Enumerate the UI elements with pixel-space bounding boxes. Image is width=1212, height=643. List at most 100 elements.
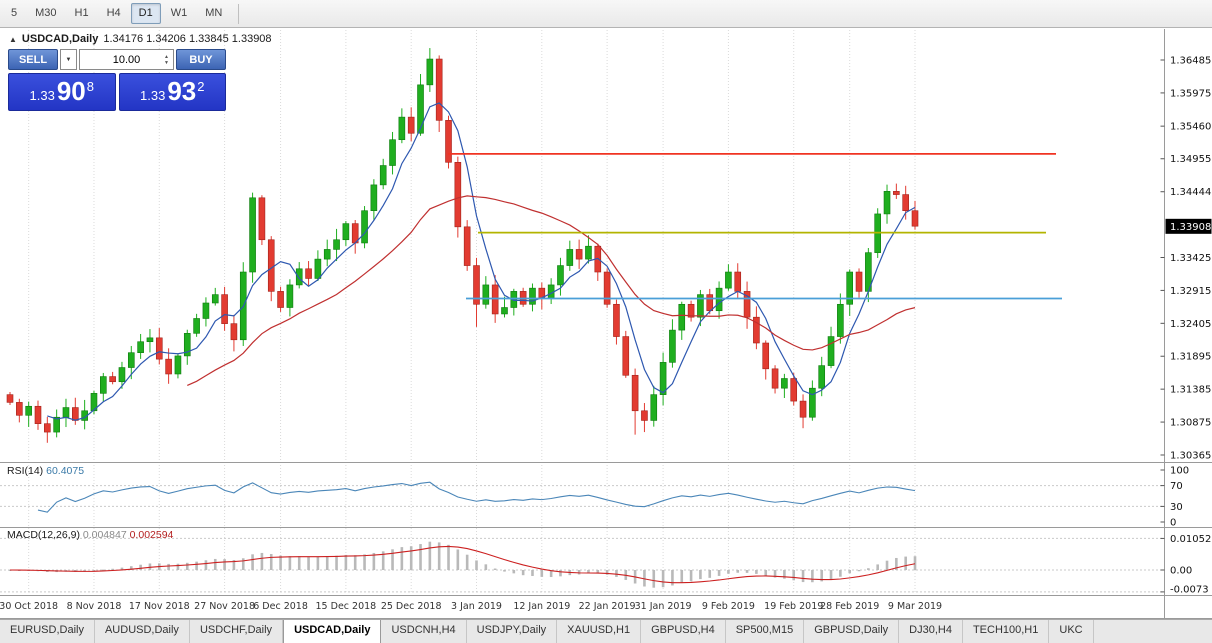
candle-body xyxy=(118,367,126,383)
timeframe-button-mn[interactable]: MN xyxy=(205,7,223,19)
candle-body xyxy=(323,249,331,260)
timeframe-button-w1[interactable]: W1 xyxy=(170,7,188,19)
timeframe-button-h4[interactable]: H4 xyxy=(106,7,121,19)
macd-histogram-bar xyxy=(484,564,488,570)
macd-histogram-bar xyxy=(587,570,590,574)
macd-main-value: 0.004847 xyxy=(82,529,127,541)
macd-histogram-bar xyxy=(279,555,282,570)
candle-body xyxy=(370,184,378,212)
macd-histogram-bar xyxy=(689,570,693,582)
tab-ukc[interactable]: UKC xyxy=(1049,620,1094,643)
macd-histogram-bar xyxy=(857,570,861,572)
candle-body xyxy=(631,374,639,412)
candle-body xyxy=(799,400,807,418)
macd-histogram-bar xyxy=(699,570,702,580)
candle-body xyxy=(407,116,415,134)
tab-usdcad-daily[interactable]: USDCAD,Daily xyxy=(283,620,382,643)
timeframe-button-5[interactable]: 5 xyxy=(11,7,18,19)
macd-histogram-bar xyxy=(195,561,198,570)
chart-canvas[interactable]: 30 Oct 2018 8 Nov 2018 17 Nov 2018 27 Nov 2… xyxy=(0,0,1212,620)
tab-sp500-m15[interactable]: SP500,M15 xyxy=(725,620,805,643)
macd-histogram-bar xyxy=(260,552,264,570)
sell-button[interactable]: SELL xyxy=(8,49,58,70)
candle-body xyxy=(902,194,909,212)
tab-usdcnh-h4[interactable]: USDCNH,H4 xyxy=(381,620,467,643)
macd-histogram-bar xyxy=(736,570,740,573)
candle-body xyxy=(743,291,751,318)
timeframe-button-d1[interactable]: D1 xyxy=(130,3,161,24)
tab-audusd-daily[interactable]: AUDUSD,Daily xyxy=(94,620,190,643)
macd-histogram-bar xyxy=(223,559,226,570)
candle-body xyxy=(473,265,480,305)
candle-body xyxy=(510,291,518,308)
sell-price-big: 90 xyxy=(56,76,86,106)
tab-tech100-h1[interactable]: TECH100,H1 xyxy=(962,620,1050,643)
macd-histogram-bar xyxy=(559,570,562,577)
candle-body xyxy=(100,376,107,394)
candle-body xyxy=(277,291,284,308)
price-axis-label: 1.36485 xyxy=(1170,56,1211,67)
timeframe-button-m30[interactable]: M30 xyxy=(35,7,57,19)
spinner-up-icon[interactable]: ▲ xyxy=(164,53,169,60)
macd-histogram-bar xyxy=(428,541,432,570)
macd-histogram-bar xyxy=(839,570,842,577)
macd-histogram-bar xyxy=(671,570,674,586)
price-axis-label: 1.35975 xyxy=(1170,88,1211,99)
spinner-down-icon[interactable]: ▼ xyxy=(164,59,169,66)
sell-price-prefix: 1.33 xyxy=(29,88,55,103)
volume-value: 10.00 xyxy=(112,53,141,66)
candle-body xyxy=(44,423,51,433)
symbol-tabs: EURUSD,Daily AUDUSD,Daily USDCHF,Daily USDC… xyxy=(0,619,1212,643)
timeframe-button-h1[interactable]: H1 xyxy=(74,7,89,19)
candle-body xyxy=(669,329,676,363)
price-axis-label: 1.31385 xyxy=(1170,385,1211,396)
buy-price-box[interactable]: 1.33 93 2 xyxy=(118,73,226,111)
candle-body xyxy=(435,58,443,121)
date-axis-label: 3 Jan 2019 xyxy=(451,601,502,612)
macd-histogram-bar xyxy=(251,554,254,570)
volume-dropdown[interactable]: ▼ xyxy=(60,49,77,70)
tab-usdchf-daily[interactable]: USDCHF,Daily xyxy=(189,620,284,643)
price-axis-label: 1.34955 xyxy=(1170,154,1211,165)
tab-usdjpy-daily[interactable]: USDJPY,Daily xyxy=(466,620,558,643)
macd-histogram-bar xyxy=(465,554,469,570)
macd-histogram-bar xyxy=(717,570,721,576)
chart-ohlc-values: 1.34176 1.34206 1.33845 1.33908 xyxy=(103,33,272,45)
candle-body xyxy=(501,307,508,315)
macd-histogram-bar xyxy=(372,552,376,570)
tab-dj30-h4[interactable]: DJ30,H4 xyxy=(899,620,963,643)
macd-histogram-bar xyxy=(867,568,870,570)
buy-button[interactable]: BUY xyxy=(176,49,226,70)
candle-body xyxy=(267,239,275,292)
candle-body xyxy=(379,165,387,186)
date-axis-label: 25 Dec 2018 xyxy=(381,601,442,612)
candle-body xyxy=(809,387,816,418)
macd-histogram-bar xyxy=(139,564,142,570)
candle-body xyxy=(575,249,583,260)
candle-body xyxy=(174,355,182,375)
macd-histogram-bar xyxy=(176,563,180,570)
tab-xauusd-h1[interactable]: XAUUSD,H1 xyxy=(557,620,642,643)
macd-histogram-bar xyxy=(213,558,217,570)
candle-body xyxy=(603,271,611,305)
candle-body xyxy=(417,84,424,134)
candle-body xyxy=(6,394,14,403)
volume-spinner[interactable]: ▲ ▼ xyxy=(161,51,172,68)
candle-body xyxy=(193,318,200,334)
macd-histogram-bar xyxy=(185,562,189,570)
tab-eurusd-daily[interactable]: EURUSD,Daily xyxy=(0,620,95,643)
macd-histogram-bar xyxy=(419,544,422,570)
macd-histogram-bar xyxy=(521,570,525,576)
sell-price-box[interactable]: 1.33 90 8 xyxy=(8,73,116,111)
tab-gbpusd-daily[interactable]: GBPUSD,Daily xyxy=(804,620,900,643)
current-price-value: 1.33908 xyxy=(1170,222,1211,233)
volume-input[interactable]: 10.00 ▲ ▼ xyxy=(79,49,174,70)
candle-body xyxy=(183,333,191,357)
date-axis-label: 22 Jan 2019 xyxy=(579,601,636,612)
macd-histogram-bar xyxy=(615,570,618,577)
tab-gbpusd-h4[interactable]: GBPUSD,H4 xyxy=(641,620,726,643)
macd-histogram-bar xyxy=(325,556,329,570)
collapse-marker-icon[interactable]: ▲ xyxy=(9,34,17,44)
buy-price-sup: 2 xyxy=(197,79,205,94)
macd-histogram-bar xyxy=(232,559,236,570)
